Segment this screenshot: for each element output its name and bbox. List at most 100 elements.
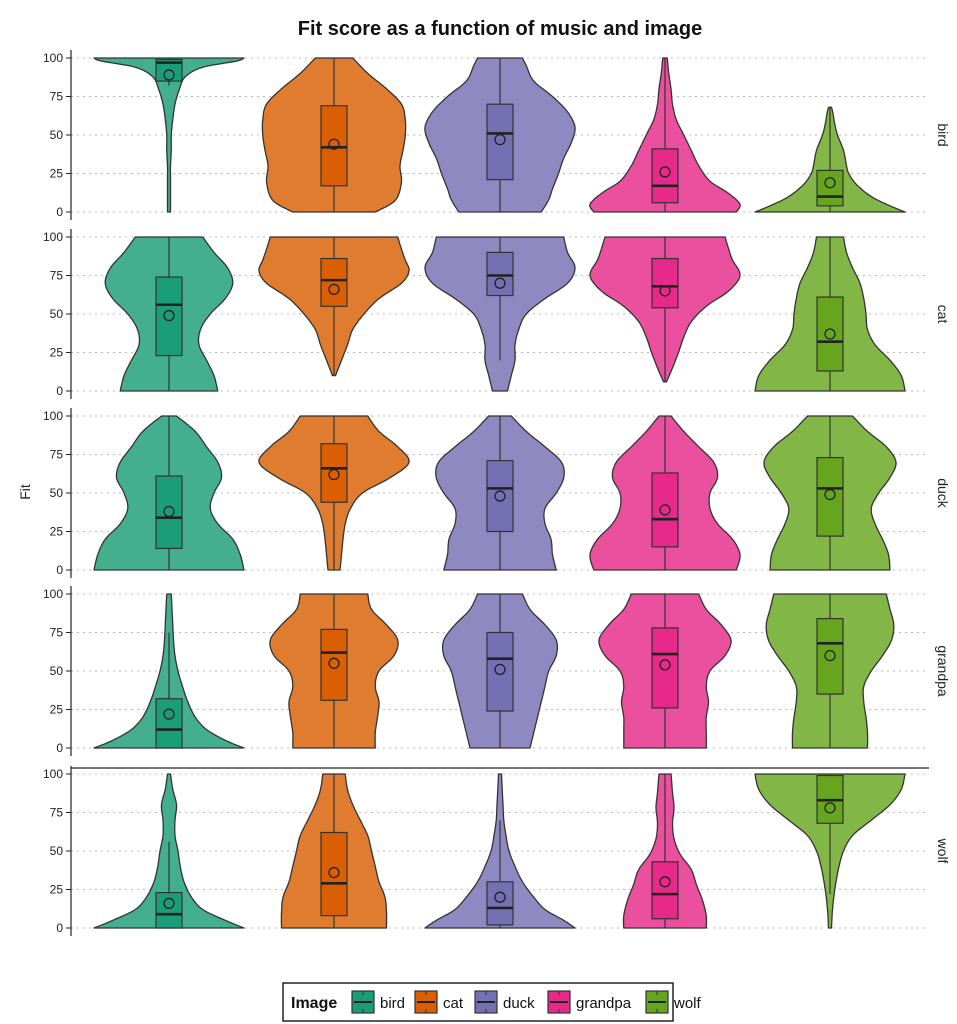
y-tick-label: 25	[50, 525, 64, 539]
y-tick-label: 75	[50, 806, 64, 820]
facet-panels: 0 25 50 75 100 bird 0 25 50 75 100 cat 0 25 50 75 100 duc…	[43, 50, 951, 936]
box-grandpa	[651, 148, 679, 204]
violin-group-bird	[93, 415, 245, 571]
mean-marker	[824, 328, 836, 340]
violin-group-wolf	[754, 773, 906, 929]
y-tick-label: 100	[43, 51, 63, 65]
box-bird	[155, 891, 183, 929]
box-wolf	[816, 296, 844, 372]
mean-marker	[163, 897, 175, 910]
facet-strip-label: wolf	[935, 838, 951, 864]
box-cat	[320, 831, 348, 917]
facet-panel-bird: 0 25 50 75 100 bird	[43, 50, 951, 220]
facet-panel-cat: 0 25 50 75 100 cat	[43, 229, 951, 399]
y-tick-label: 25	[50, 703, 64, 717]
mean-marker	[659, 876, 671, 888]
mean-marker	[824, 649, 836, 662]
mean-marker	[824, 177, 836, 189]
y-tick-label: 75	[50, 626, 64, 640]
mean-marker	[824, 488, 836, 501]
legend-item-grandpa: grandpa	[547, 990, 632, 1014]
mean-marker	[824, 802, 836, 814]
violin-group-wolf	[765, 593, 895, 749]
box-cat	[320, 105, 348, 187]
y-tick-label: 25	[50, 346, 64, 360]
facet-panel-grandpa: 0 25 50 75 100 grandpa	[43, 586, 951, 756]
y-tick-label: 25	[50, 167, 64, 181]
box-grandpa	[651, 472, 679, 548]
y-tick-label: 50	[50, 844, 64, 858]
mean-marker	[659, 504, 671, 516]
mean-marker	[494, 891, 506, 903]
box-duck	[486, 460, 514, 533]
y-tick-label: 100	[43, 767, 63, 781]
violin-group-duck	[424, 773, 576, 929]
box-wolf	[816, 456, 844, 537]
facet-strip-label: cat	[935, 305, 951, 324]
chart-title: Fit score as a function of music and ima…	[298, 18, 703, 40]
box-cat	[320, 443, 348, 503]
mean-marker	[494, 133, 506, 146]
y-tick-label: 0	[56, 384, 63, 398]
mean-marker	[328, 657, 340, 669]
box-wolf	[816, 618, 844, 695]
violin-group-grandpa	[589, 236, 741, 383]
violin-group-cat	[269, 593, 399, 749]
mean-marker	[163, 708, 175, 720]
box-duck	[486, 631, 514, 712]
mean-marker	[163, 309, 175, 322]
y-tick-label: 0	[56, 563, 63, 577]
box-cat	[320, 257, 348, 307]
y-tick-label: 75	[50, 269, 64, 283]
y-tick-label: 0	[56, 921, 63, 935]
legend-label: bird	[380, 995, 405, 1012]
y-tick-label: 50	[50, 128, 64, 142]
mean-marker	[494, 663, 506, 676]
y-tick-label: 75	[50, 448, 64, 462]
violin-group-bird	[93, 57, 245, 213]
mean-marker	[328, 468, 340, 481]
legend-title: Image	[291, 995, 337, 1012]
mean-marker	[659, 659, 671, 671]
y-tick-label: 0	[56, 205, 63, 219]
violin-group-wolf	[763, 415, 897, 571]
legend-label: cat	[443, 995, 464, 1012]
box-bird	[155, 475, 183, 550]
violin-bird	[93, 57, 245, 213]
violin-group-cat	[280, 773, 388, 929]
y-tick-label: 50	[50, 307, 64, 321]
box-bird	[155, 276, 183, 357]
mean-marker	[494, 277, 506, 289]
mean-marker	[494, 490, 506, 502]
box-grandpa	[651, 861, 679, 920]
violin-group-cat	[258, 236, 410, 377]
mean-marker	[163, 505, 175, 518]
legend: Image bird cat duck grandpa wolf	[282, 982, 702, 1022]
y-tick-label: 25	[50, 883, 64, 897]
violin-group-grandpa	[598, 593, 732, 749]
violin-group-duck	[441, 593, 559, 749]
violin-group-grandpa	[622, 773, 708, 929]
facet-panel-wolf: 0 25 50 75 100 wolf	[43, 766, 951, 936]
violin-group-bird	[93, 593, 245, 749]
mean-marker	[328, 283, 340, 296]
box-duck	[486, 881, 514, 926]
legend-item-cat: cat	[414, 990, 464, 1014]
y-tick-label: 0	[56, 741, 63, 755]
y-tick-label: 100	[43, 230, 63, 244]
violin-group-duck	[424, 57, 576, 213]
mean-marker	[163, 69, 175, 81]
box-grandpa	[651, 257, 679, 309]
y-tick-label: 75	[50, 90, 64, 104]
facet-panel-duck: 0 25 50 75 100 duck	[43, 408, 951, 578]
box-cat	[320, 628, 348, 701]
facet-strip-label: grandpa	[935, 645, 951, 697]
violin-group-bird	[104, 236, 234, 392]
legend-label: grandpa	[576, 995, 632, 1012]
y-tick-label: 100	[43, 409, 63, 423]
legend-item-bird: bird	[351, 990, 405, 1014]
facet-strip-label: bird	[935, 123, 951, 146]
violin-group-cat	[258, 415, 410, 571]
legend-label: duck	[503, 995, 535, 1012]
